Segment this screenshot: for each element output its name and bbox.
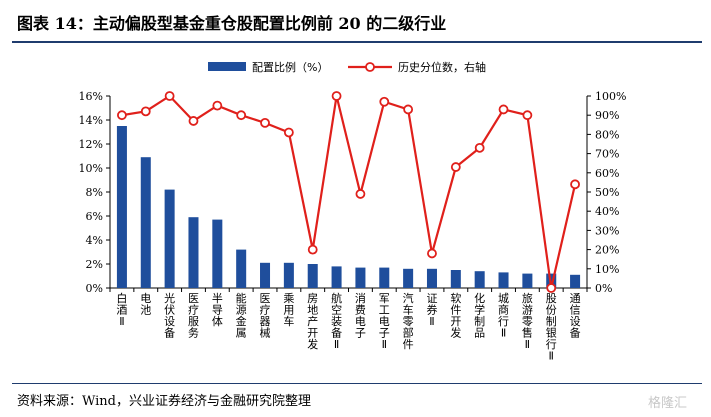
percentile-point bbox=[379, 96, 390, 107]
source-note: 资料来源：Wind，兴业证券经济与金融研究院整理 bbox=[17, 394, 311, 409]
y-left-tick-label: 12% bbox=[79, 138, 103, 151]
x-category-label: 乘用车 bbox=[283, 292, 294, 328]
bar bbox=[331, 266, 342, 288]
y-left-tick-label: 6% bbox=[86, 210, 103, 223]
percentile-point bbox=[546, 283, 557, 293]
y-left-tick-label: 10% bbox=[79, 162, 103, 175]
x-category-label: 白酒 Ⅱ bbox=[116, 291, 127, 328]
bar bbox=[283, 262, 294, 288]
bar bbox=[307, 264, 318, 288]
legend-bar-swatch bbox=[208, 62, 246, 71]
x-category-label: 消费电子 bbox=[355, 291, 366, 340]
x-category-label: 证券 Ⅱ bbox=[426, 292, 437, 328]
legend-bar-label: 配置比例（%） bbox=[252, 60, 328, 74]
percentile-point bbox=[260, 117, 270, 128]
x-category-label: 城商行 Ⅱ bbox=[498, 292, 509, 340]
bar bbox=[188, 217, 199, 288]
bar bbox=[570, 274, 581, 288]
x-category-label: 医疗服务 bbox=[188, 292, 199, 340]
x-category-label: 房地产开发 bbox=[307, 292, 318, 351]
bar bbox=[164, 189, 175, 288]
y-left-tick-label: 8% bbox=[86, 186, 103, 199]
y-right-tick-label: 80% bbox=[595, 128, 619, 141]
y-left-tick-label: 16% bbox=[79, 90, 103, 103]
bar bbox=[403, 268, 414, 288]
bar bbox=[450, 270, 461, 288]
bar bbox=[116, 126, 127, 288]
percentile-point bbox=[140, 106, 151, 117]
title-rule bbox=[12, 41, 702, 43]
x-category-label: 软件开发 bbox=[450, 291, 461, 340]
x-category-label: 汽车零部件 bbox=[403, 291, 414, 351]
y-right-tick-label: 60% bbox=[595, 167, 619, 180]
x-category-label: 通信设备 bbox=[570, 292, 581, 340]
y-left-tick-label: 14% bbox=[79, 114, 103, 127]
watermark-logo: 格隆汇 bbox=[648, 396, 688, 411]
bar bbox=[522, 273, 533, 288]
x-category-label: 光伏设备 bbox=[164, 291, 175, 340]
y-right-tick-label: 100% bbox=[595, 90, 626, 103]
x-category-label: 股份制银行 Ⅱ bbox=[546, 292, 557, 363]
percentile-point bbox=[164, 91, 175, 101]
bar bbox=[355, 267, 366, 288]
percentile-point bbox=[236, 110, 247, 121]
y-right-tick-label: 70% bbox=[595, 148, 619, 161]
x-category-label: 旅游零售 Ⅱ bbox=[522, 291, 533, 351]
x-category-label: 航空装备 Ⅱ bbox=[331, 291, 342, 351]
y-left-tick-label: 4% bbox=[86, 234, 103, 247]
percentile-point bbox=[331, 91, 342, 101]
x-category-label: 军工电子 Ⅱ bbox=[379, 292, 390, 351]
bar bbox=[236, 249, 247, 288]
percentile-point bbox=[188, 116, 199, 126]
legend-line-marker bbox=[365, 62, 375, 72]
percentile-point bbox=[117, 110, 127, 121]
percentile-point bbox=[474, 142, 485, 153]
x-category-label: 化学制品 bbox=[474, 291, 485, 340]
y-right-tick-label: 0% bbox=[595, 282, 612, 295]
bar bbox=[474, 271, 485, 288]
bar bbox=[140, 157, 151, 288]
y-left-tick-label: 0% bbox=[86, 282, 103, 295]
y-right-tick-label: 30% bbox=[595, 224, 619, 237]
bar bbox=[379, 267, 390, 288]
percentile-point bbox=[522, 110, 533, 121]
percentile-point bbox=[283, 127, 294, 138]
percentile-point bbox=[212, 100, 223, 111]
percentile-point bbox=[450, 162, 461, 172]
x-category-label: 医疗器械 bbox=[260, 292, 271, 340]
percentile-point bbox=[355, 189, 366, 199]
percentile-point bbox=[570, 179, 580, 190]
percentile-point bbox=[403, 104, 414, 115]
chart-title: 图表 14：主动偏股型基金重仓股配置比例前 20 的二级行业 bbox=[17, 14, 447, 33]
x-category-label: 能源金属 bbox=[236, 291, 247, 340]
x-category-label: 电池 bbox=[140, 292, 151, 317]
bar bbox=[498, 272, 509, 288]
y-right-tick-label: 90% bbox=[595, 109, 619, 122]
footer-rule bbox=[12, 383, 702, 384]
bar bbox=[426, 268, 437, 288]
legend-line-label: 历史分位数，右轴 bbox=[398, 60, 486, 74]
percentile-point bbox=[427, 248, 437, 259]
percentile-point bbox=[498, 104, 509, 115]
title-bar: 图表 14：主动偏股型基金重仓股配置比例前 20 的二级行业 bbox=[0, 0, 711, 44]
y-right-tick-label: 50% bbox=[595, 186, 619, 199]
y-right-tick-label: 10% bbox=[595, 263, 619, 276]
bar bbox=[212, 219, 223, 288]
bar bbox=[260, 262, 271, 288]
y-right-tick-label: 20% bbox=[595, 244, 619, 257]
x-category-label: 半导体 bbox=[212, 291, 223, 328]
percentile-point bbox=[307, 244, 318, 255]
y-right-tick-label: 40% bbox=[595, 205, 619, 218]
y-left-tick-label: 2% bbox=[86, 258, 103, 271]
